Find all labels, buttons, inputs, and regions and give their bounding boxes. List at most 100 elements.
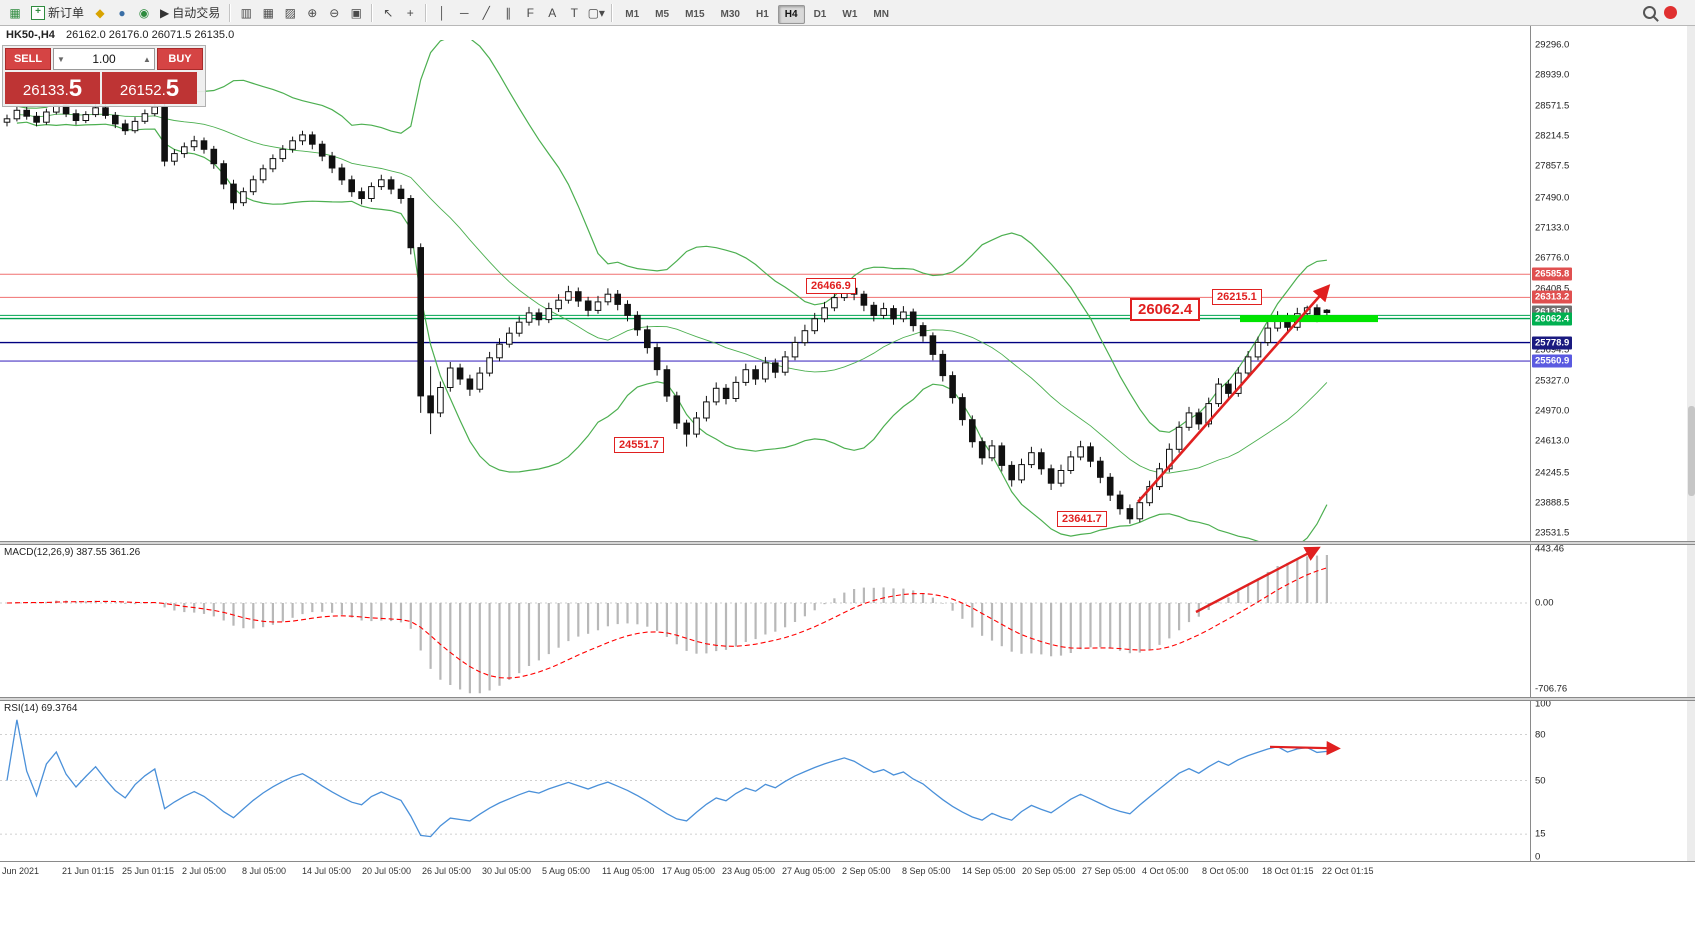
panel-divider[interactable] bbox=[0, 697, 1695, 701]
time-axis-label: 20 Jul 05:00 bbox=[362, 866, 412, 876]
timeframe-m1[interactable]: M1 bbox=[625, 8, 640, 20]
cursor-icon[interactable]: ↖ bbox=[383, 5, 394, 20]
channel-tool-icon[interactable]: ∥ bbox=[505, 5, 512, 20]
bar-chart-icon[interactable]: ▥ bbox=[240, 5, 252, 20]
timeframe-h1[interactable]: H1 bbox=[755, 8, 769, 20]
main-price-chart[interactable] bbox=[0, 40, 1530, 541]
search-icon[interactable] bbox=[1643, 6, 1656, 19]
price-annotation[interactable]: 24551.7 bbox=[614, 436, 664, 453]
price-level-tag: 25778.9 bbox=[1532, 336, 1573, 350]
timeframe-m30[interactable]: M30 bbox=[720, 8, 740, 20]
rsi-axis-label: 50 bbox=[1535, 775, 1546, 786]
volume-stepper[interactable]: ▼ 1.00 ▲ bbox=[53, 48, 155, 70]
time-axis-label: 22 Oct 01:15 bbox=[1322, 866, 1374, 876]
price-axis-label: 24970.0 bbox=[1535, 405, 1570, 417]
vertical-line-tool-icon[interactable]: │ bbox=[438, 5, 447, 20]
auto-trading-button[interactable]: ▶ 自动交易 bbox=[155, 3, 225, 23]
timeframe-h4[interactable]: H4 bbox=[777, 4, 805, 24]
timeframe-d1[interactable]: D1 bbox=[813, 8, 827, 20]
price-level-tag: 25560.9 bbox=[1532, 354, 1573, 368]
macd-axis-label: 443.46 bbox=[1535, 543, 1565, 555]
volume-down-icon[interactable]: ▼ bbox=[57, 54, 65, 64]
auto-trading-label: 自动交易 bbox=[172, 6, 221, 20]
price-axis-label: 27133.0 bbox=[1535, 222, 1570, 234]
volume-value: 1.00 bbox=[92, 52, 116, 66]
buy-button[interactable]: BUY bbox=[157, 48, 203, 70]
ohlc-values: 26162.0 26176.0 26071.5 26135.0 bbox=[65, 29, 235, 41]
toolbar-separator bbox=[425, 3, 428, 22]
ask-price[interactable]: 26152. 5 bbox=[102, 72, 197, 104]
play-icon: ▶ bbox=[160, 5, 170, 20]
rsi-axis-label: 100 bbox=[1535, 698, 1551, 710]
vertical-scrollbar[interactable] bbox=[1686, 26, 1695, 880]
time-axis-label: 27 Sep 05:00 bbox=[1082, 866, 1136, 876]
price-annotation[interactable]: 23641.7 bbox=[1057, 510, 1107, 527]
price-axis-label: 29296.0 bbox=[1535, 39, 1570, 51]
price-level-tag: 26585.8 bbox=[1532, 267, 1573, 281]
price-axis-label: 28571.5 bbox=[1535, 100, 1570, 112]
price-axis-label: 26408.5 bbox=[1535, 283, 1570, 295]
time-axis-label: 18 Oct 01:15 bbox=[1262, 866, 1314, 876]
price-axis-label: 27857.5 bbox=[1535, 160, 1570, 172]
tile-windows-icon[interactable]: ▣ bbox=[350, 5, 362, 20]
timeframe-w1[interactable]: W1 bbox=[842, 8, 858, 20]
horizontal-line-tool-icon[interactable]: ─ bbox=[460, 5, 469, 20]
main-toolbar: ▦ + 新订单 ◆ ● ◉ ▶ 自动交易 ▥ ▦ ▨ ⊕ ⊖ ▣ ↖ + │ ─… bbox=[0, 0, 1695, 26]
timeframe-m5[interactable]: M5 bbox=[655, 8, 670, 20]
new-chart-icon[interactable]: ▦ bbox=[9, 5, 21, 20]
scrollbar-thumb[interactable] bbox=[1688, 406, 1695, 496]
time-axis-label: 14 Jul 05:00 bbox=[302, 866, 352, 876]
time-axis-label: 17 Aug 05:00 bbox=[662, 866, 716, 876]
price-axis-label: 24245.5 bbox=[1535, 467, 1570, 479]
sell-button[interactable]: SELL bbox=[5, 48, 51, 70]
time-axis[interactable]: Jun 2021 21 Jun 01:15 25 Jun 01:15 2 Jul 05… bbox=[0, 861, 1695, 882]
label-tool-icon[interactable]: T bbox=[570, 5, 578, 20]
time-axis-label: 25 Jun 01:15 bbox=[122, 866, 175, 876]
price-axis-label: 23888.5 bbox=[1535, 497, 1570, 509]
panel-divider[interactable] bbox=[0, 541, 1695, 545]
time-axis-label: 21 Jun 01:15 bbox=[62, 866, 115, 876]
bid-price[interactable]: 26133. 5 bbox=[5, 72, 100, 104]
macd-axis-label: -706.76 bbox=[1535, 683, 1568, 695]
macd-panel[interactable] bbox=[0, 545, 1530, 697]
trendline-tool-icon[interactable]: ╱ bbox=[482, 5, 490, 20]
text-tool-icon[interactable]: A bbox=[548, 5, 557, 20]
time-axis-label: 30 Jul 05:00 bbox=[482, 866, 532, 876]
toolbar-separator bbox=[611, 3, 614, 22]
time-axis-label: 26 Jul 05:00 bbox=[422, 866, 472, 876]
profiles-icon[interactable]: ◆ bbox=[95, 5, 105, 20]
navigator-icon[interactable]: ◉ bbox=[138, 5, 150, 20]
timeframe-m15[interactable]: M15 bbox=[685, 8, 705, 20]
price-level-tag: 26313.2 bbox=[1532, 290, 1573, 304]
rsi-panel[interactable] bbox=[0, 701, 1530, 860]
rsi-axis-label: 0 bbox=[1535, 851, 1541, 863]
crosshair-icon[interactable]: + bbox=[406, 5, 414, 20]
new-order-button[interactable]: + 新订单 bbox=[26, 3, 89, 23]
price-axis[interactable]: 29296.0 28939.0 28571.5 28214.5 27857.5 27490… bbox=[1530, 26, 1687, 880]
time-axis-label: 14 Sep 05:00 bbox=[962, 866, 1016, 876]
time-axis-label: 27 Aug 05:00 bbox=[782, 866, 836, 876]
order-plus-icon: + bbox=[31, 5, 45, 20]
price-annotation[interactable]: 26062.4 bbox=[1130, 298, 1201, 322]
price-annotation[interactable]: 26466.9 bbox=[806, 278, 856, 295]
chart-info-line: HK50-,H4 26162.0 26176.0 26071.5 26135.0 bbox=[6, 29, 234, 41]
new-order-label: 新订单 bbox=[48, 6, 85, 20]
price-annotation[interactable]: 26215.1 bbox=[1212, 289, 1262, 306]
line-chart-icon[interactable]: ▨ bbox=[284, 5, 296, 20]
time-axis-label: 20 Sep 05:00 bbox=[1022, 866, 1076, 876]
time-axis-label: 5 Aug 05:00 bbox=[542, 866, 591, 876]
rsi-axis-label: 15 bbox=[1535, 828, 1546, 840]
zoom-in-icon[interactable]: ⊕ bbox=[307, 5, 318, 20]
macd-axis-label: 0.00 bbox=[1535, 597, 1554, 609]
price-axis-label: 23531.5 bbox=[1535, 527, 1570, 539]
notification-icon[interactable] bbox=[1664, 6, 1677, 19]
fibonacci-tool-icon[interactable]: F bbox=[526, 5, 534, 20]
market-watch-icon[interactable]: ● bbox=[118, 5, 126, 20]
volume-up-icon[interactable]: ▲ bbox=[143, 54, 151, 64]
timeframe-toolbar: M1 M5 M15 M30 H1 H4 D1 W1 MN bbox=[617, 4, 897, 24]
timeframe-mn[interactable]: MN bbox=[873, 8, 889, 20]
candlestick-chart-icon[interactable]: ▦ bbox=[262, 5, 274, 20]
shapes-tool-icon[interactable]: ▢▾ bbox=[587, 5, 605, 20]
time-axis-label: 2 Sep 05:00 bbox=[842, 866, 891, 876]
zoom-out-icon[interactable]: ⊖ bbox=[329, 5, 340, 20]
